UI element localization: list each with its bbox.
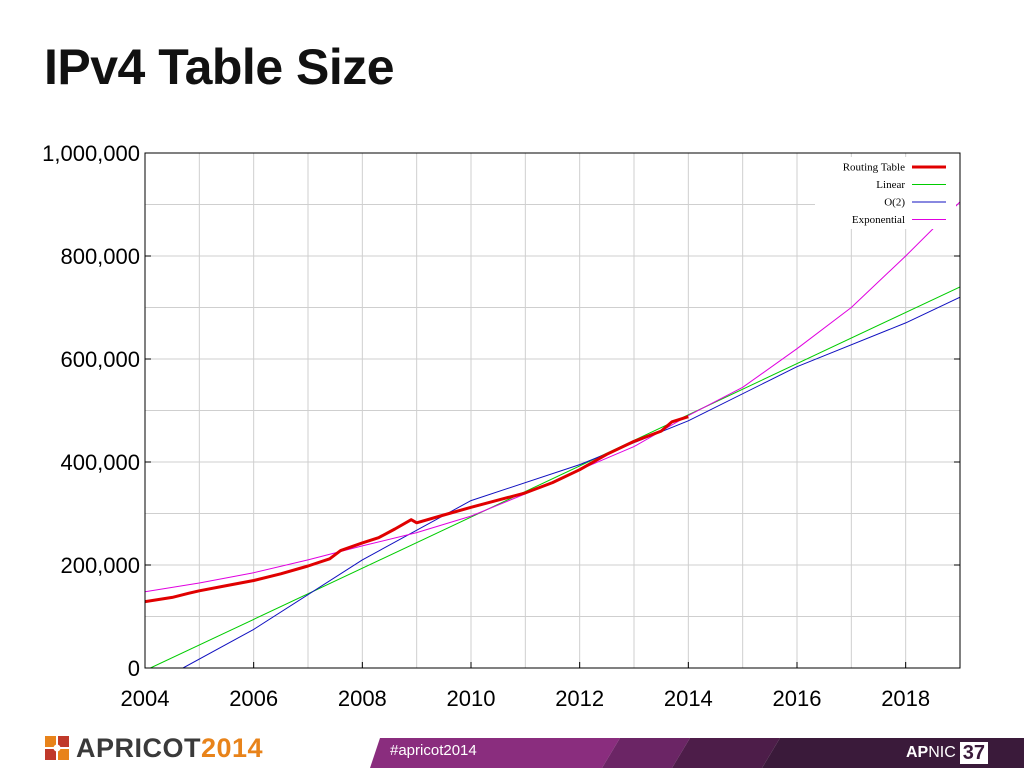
legend-label: Linear — [876, 179, 905, 191]
series-line-linear — [150, 286, 960, 668]
series-line-o-2 — [182, 296, 960, 668]
footer-purple-band — [370, 738, 620, 768]
x-tick-label: 2014 — [664, 686, 713, 711]
brand-year: 2014 — [201, 732, 264, 763]
y-tick-label: 600,000 — [60, 347, 140, 372]
x-axis: 2004 2006 2008 2010 2012 2014 2016 2018 — [121, 662, 930, 711]
y-axis: 0 200,000 400,000 600,000 800,000 1,000,000 — [42, 141, 960, 681]
y-tick-label: 800,000 — [60, 244, 140, 269]
series-line-exponential — [145, 201, 960, 593]
y-tick-label: 200,000 — [60, 553, 140, 578]
footer-dark-band — [762, 738, 1024, 768]
hashtag: #apricot2014 — [390, 742, 477, 759]
apnic-nic: NIC — [928, 744, 956, 761]
grid — [145, 153, 960, 668]
brand-wordmark: APRICOT2014 — [76, 733, 263, 764]
routing-table-chart: 0 200,000 400,000 600,000 800,000 1,000,000 2… — [42, 141, 961, 711]
x-tick-label: 2010 — [447, 686, 496, 711]
apricot-logo: APRICOT2014 — [44, 733, 263, 763]
x-tick-label: 2018 — [881, 686, 930, 711]
legend-label: Exponential — [852, 214, 905, 226]
y-tick-label: 1,000,000 — [42, 141, 140, 166]
apnic-number: 37 — [959, 742, 989, 764]
series-layer — [145, 201, 960, 668]
apnic-ap: AP — [906, 744, 929, 761]
footer-stripe-2 — [672, 738, 780, 768]
slide-title: IPv4 Table Size — [44, 39, 395, 95]
y-tick-label: 0 — [128, 656, 140, 681]
x-tick-label: 2012 — [555, 686, 604, 711]
x-tick-label: 2006 — [229, 686, 278, 711]
x-tick-label: 2004 — [121, 686, 170, 711]
brand-word: APRICOT — [76, 732, 201, 763]
legend: Routing Table Linear O(2) Exponential — [815, 157, 956, 229]
x-tick-label: 2008 — [338, 686, 387, 711]
legend-label: O(2) — [884, 197, 905, 209]
legend-label: Routing Table — [843, 162, 905, 174]
plot-frame — [144, 152, 961, 669]
y-tick-label: 400,000 — [60, 450, 140, 475]
apricot-flower-icon — [45, 736, 69, 760]
footer-stripe-1 — [602, 738, 690, 768]
legend-background — [815, 157, 956, 229]
series-line-routing-table — [145, 415, 689, 604]
footer-band — [370, 738, 1024, 768]
x-tick-label: 2016 — [773, 686, 822, 711]
apnic-logo: AP NIC 37 — [906, 742, 989, 764]
